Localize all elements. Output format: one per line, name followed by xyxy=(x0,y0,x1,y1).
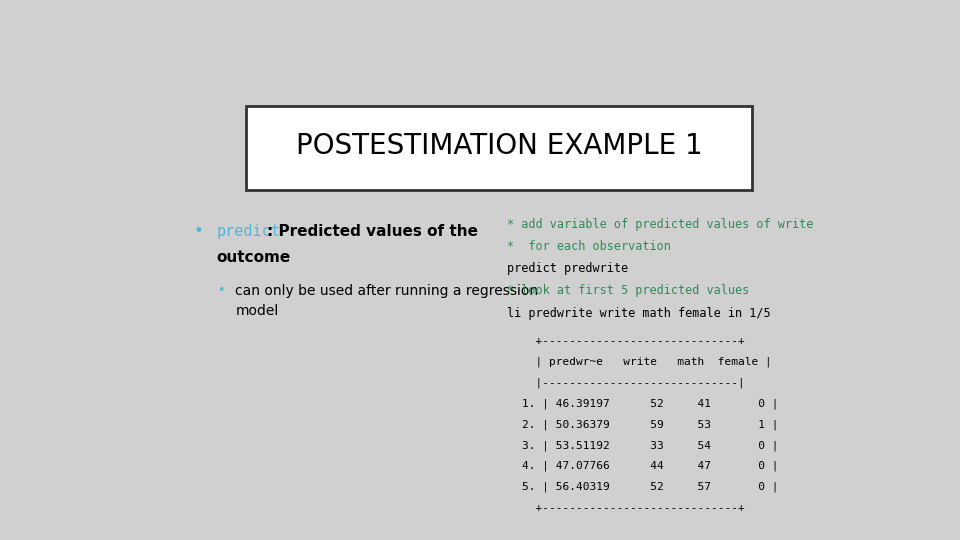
Text: •: • xyxy=(193,222,204,240)
Text: +-----------------------------+: +-----------------------------+ xyxy=(522,336,745,346)
Text: |-----------------------------|: |-----------------------------| xyxy=(522,377,745,388)
Text: *  for each observation: * for each observation xyxy=(507,240,671,253)
Text: * look at first 5 predicted values: * look at first 5 predicted values xyxy=(507,285,749,298)
Text: 4. | 47.07766      44     47       0 |: 4. | 47.07766 44 47 0 | xyxy=(522,461,779,471)
Text: model: model xyxy=(235,305,278,319)
FancyBboxPatch shape xyxy=(247,106,753,190)
Text: POSTESTIMATION EXAMPLE 1: POSTESTIMATION EXAMPLE 1 xyxy=(296,132,703,160)
Text: +-----------------------------+: +-----------------------------+ xyxy=(522,503,745,512)
Text: can only be used after running a regression: can only be used after running a regress… xyxy=(235,284,539,298)
Text: 3. | 53.51192      33     54       0 |: 3. | 53.51192 33 54 0 | xyxy=(522,440,779,450)
Text: : Predicted values of the: : Predicted values of the xyxy=(267,224,478,239)
Text: li predwrite write math female in 1/5: li predwrite write math female in 1/5 xyxy=(507,307,771,320)
Text: •: • xyxy=(217,284,224,297)
Text: 1. | 46.39197      52     41       0 |: 1. | 46.39197 52 41 0 | xyxy=(522,399,779,409)
Text: | predwr~e   write   math  female |: | predwr~e write math female | xyxy=(522,357,772,367)
Text: 2. | 50.36379      59     53       1 |: 2. | 50.36379 59 53 1 | xyxy=(522,419,779,430)
Text: 5. | 56.40319      52     57       0 |: 5. | 56.40319 52 57 0 | xyxy=(522,482,779,492)
Text: predict predwrite: predict predwrite xyxy=(507,262,628,275)
Text: * add variable of predicted values of write: * add variable of predicted values of wr… xyxy=(507,218,813,231)
Text: outcome: outcome xyxy=(217,250,291,265)
Text: predict: predict xyxy=(217,224,280,239)
